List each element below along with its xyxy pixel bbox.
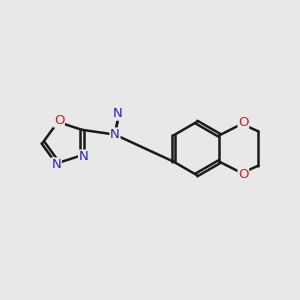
Text: N: N <box>79 150 88 163</box>
Text: O: O <box>54 114 64 127</box>
Text: N: N <box>52 158 61 171</box>
Text: O: O <box>238 116 249 129</box>
Text: N: N <box>113 107 123 120</box>
Text: N: N <box>110 128 120 141</box>
Text: O: O <box>238 168 249 181</box>
